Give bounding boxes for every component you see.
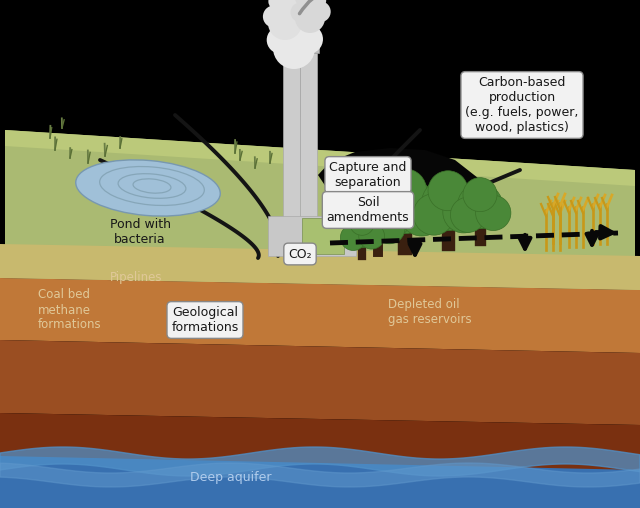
Circle shape (451, 197, 486, 233)
Circle shape (273, 27, 315, 69)
Circle shape (413, 194, 454, 235)
Bar (281, 46, 302, 53)
Circle shape (383, 169, 427, 212)
Circle shape (263, 6, 285, 27)
Circle shape (399, 191, 444, 236)
Circle shape (283, 0, 303, 13)
Text: CO₂: CO₂ (288, 247, 312, 261)
Circle shape (340, 225, 366, 250)
Circle shape (291, 3, 310, 22)
Circle shape (367, 194, 412, 238)
Circle shape (294, 24, 323, 54)
Circle shape (267, 26, 294, 54)
Circle shape (346, 214, 379, 248)
Polygon shape (0, 246, 640, 290)
Bar (268, 216, 356, 256)
Circle shape (443, 192, 484, 233)
Polygon shape (0, 278, 640, 353)
Circle shape (268, 0, 287, 11)
Circle shape (285, 4, 308, 28)
Text: Geological
formations: Geological formations (172, 306, 239, 334)
Circle shape (300, 0, 321, 16)
Circle shape (358, 203, 398, 242)
Text: Capture and
separation: Capture and separation (330, 161, 406, 189)
Polygon shape (0, 476, 640, 508)
Circle shape (359, 224, 385, 249)
Text: Soil
amendments: Soil amendments (326, 196, 410, 224)
Ellipse shape (76, 160, 220, 216)
Circle shape (279, 14, 309, 45)
Bar (298, 46, 319, 53)
Bar (283, 50, 300, 256)
Circle shape (349, 210, 374, 235)
Circle shape (476, 195, 511, 231)
Circle shape (463, 178, 497, 212)
Circle shape (352, 214, 383, 245)
Circle shape (268, 6, 302, 40)
Text: Deep aquifer: Deep aquifer (190, 471, 271, 485)
Text: Depleted oil
gas reservoirs: Depleted oil gas reservoirs (388, 298, 472, 326)
Polygon shape (318, 148, 480, 228)
Circle shape (376, 176, 434, 234)
Bar (302, 218, 344, 254)
Circle shape (291, 11, 317, 36)
Polygon shape (5, 130, 635, 258)
Circle shape (295, 0, 312, 7)
Text: Pond with
bacteria: Pond with bacteria (109, 218, 170, 246)
Polygon shape (0, 244, 640, 290)
Circle shape (310, 1, 331, 22)
Bar (300, 50, 317, 256)
Circle shape (273, 9, 297, 33)
Text: Carbon-based
production
(e.g. fuels, power,
wood, plastics): Carbon-based production (e.g. fuels, pow… (465, 76, 579, 134)
Polygon shape (0, 340, 640, 425)
Text: Pipelines: Pipelines (110, 271, 163, 284)
Circle shape (295, 3, 325, 33)
Circle shape (428, 171, 468, 211)
Circle shape (308, 0, 326, 9)
Text: Coal bed
methane
formations: Coal bed methane formations (38, 289, 102, 332)
Polygon shape (5, 130, 635, 186)
Circle shape (363, 198, 393, 227)
Circle shape (458, 183, 502, 229)
Circle shape (273, 0, 297, 20)
Polygon shape (0, 456, 640, 508)
Polygon shape (0, 413, 640, 486)
Circle shape (374, 213, 405, 244)
Circle shape (421, 177, 475, 231)
